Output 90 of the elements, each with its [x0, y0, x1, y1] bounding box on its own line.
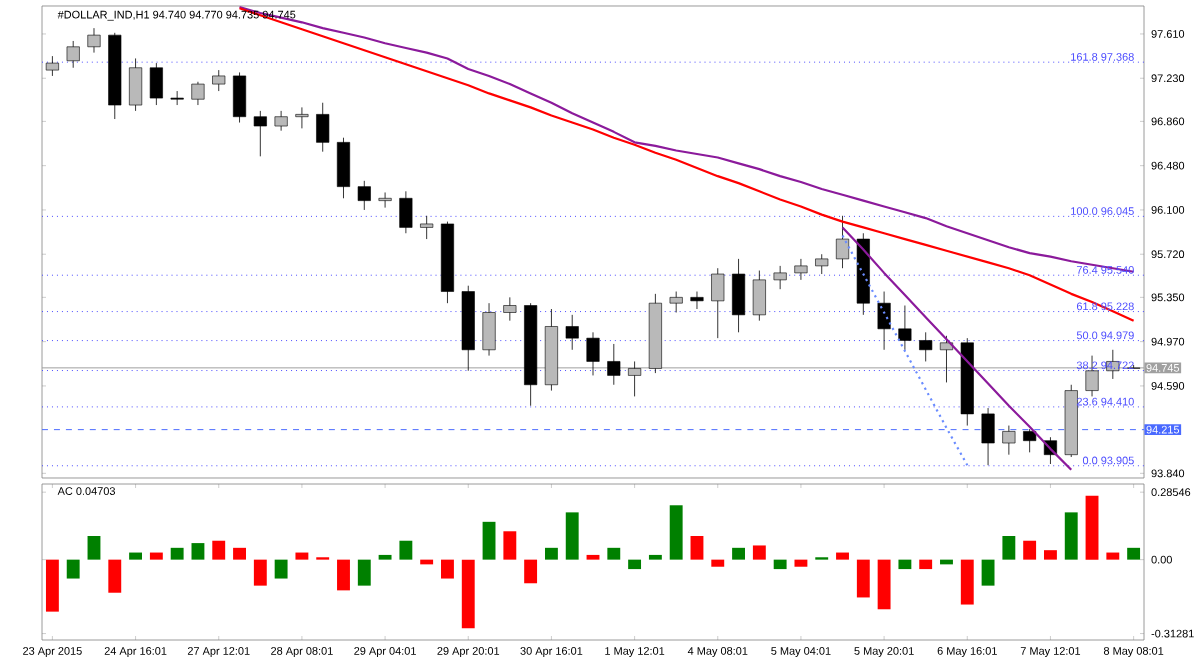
candlestick — [336, 137, 351, 199]
bar — [399, 540, 413, 560]
bar — [836, 552, 849, 560]
bar — [191, 543, 205, 560]
bar — [170, 547, 184, 560]
bar — [960, 559, 974, 605]
bar — [87, 536, 101, 560]
bar — [295, 552, 309, 560]
candlestick — [752, 270, 766, 322]
bar — [919, 559, 933, 570]
bar — [1044, 550, 1057, 560]
bar — [45, 559, 59, 612]
bar — [648, 554, 662, 560]
bar — [1106, 552, 1120, 560]
bar — [565, 512, 579, 560]
bar — [1023, 540, 1037, 560]
bar — [66, 559, 80, 579]
candlestick — [357, 180, 371, 211]
candlestick — [482, 302, 496, 357]
candlestick — [191, 81, 205, 106]
bar — [752, 545, 766, 560]
bar — [503, 531, 517, 560]
candlestick — [66, 40, 80, 69]
bar — [586, 554, 600, 560]
bar — [607, 547, 621, 560]
candlestick — [87, 27, 101, 54]
bar — [794, 559, 808, 567]
bar — [732, 547, 745, 560]
bar — [711, 559, 725, 567]
bar — [253, 559, 267, 586]
candlestick — [669, 291, 683, 313]
bar — [441, 559, 454, 579]
candlestick — [170, 90, 184, 106]
bar — [461, 559, 475, 629]
bar — [1127, 547, 1141, 560]
bar — [482, 521, 496, 560]
candlestick — [711, 267, 725, 339]
candlestick — [295, 106, 309, 129]
candlestick — [815, 253, 829, 275]
candlestick — [253, 110, 267, 157]
candlestick — [607, 343, 621, 386]
candlestick — [420, 215, 434, 240]
candlestick — [45, 55, 59, 77]
candlestick — [835, 215, 850, 269]
bar — [524, 559, 538, 584]
bar — [898, 559, 912, 570]
candlestick — [919, 331, 933, 362]
candlestick — [149, 62, 163, 106]
candlestick — [1002, 425, 1016, 456]
candlestick — [274, 110, 288, 132]
bar — [981, 559, 995, 586]
bar — [149, 552, 163, 560]
candlestick — [877, 291, 891, 351]
candlestick — [1023, 428, 1037, 453]
candlestick — [232, 72, 247, 123]
candlestick — [316, 102, 330, 153]
bar — [1085, 495, 1099, 560]
bar — [856, 559, 870, 598]
candlestick — [129, 58, 143, 112]
candlestick — [586, 331, 600, 376]
bar — [669, 505, 683, 560]
candlestick — [732, 258, 746, 333]
bar — [233, 547, 246, 560]
candlestick — [565, 314, 579, 351]
bar — [357, 559, 371, 586]
candlestick — [378, 192, 392, 209]
candlestick — [212, 69, 226, 92]
bar — [212, 540, 226, 560]
bar — [773, 559, 787, 570]
bar — [129, 552, 143, 560]
candlestick — [939, 335, 954, 383]
bar — [274, 559, 288, 579]
bar — [690, 536, 704, 560]
bar — [628, 559, 642, 570]
candlestick — [898, 305, 912, 351]
line-series — [841, 234, 969, 467]
candlestick — [503, 296, 517, 322]
candlestick — [628, 361, 642, 397]
candlestick — [399, 190, 413, 234]
bar — [1064, 512, 1078, 560]
bar — [378, 554, 392, 560]
candlestick — [690, 291, 704, 310]
candlestick — [981, 407, 995, 466]
candlestick — [794, 258, 808, 281]
bar — [544, 547, 558, 560]
bar — [108, 559, 122, 593]
bar — [877, 559, 891, 610]
bar — [1002, 536, 1016, 560]
candlestick — [773, 265, 787, 290]
bar — [337, 559, 350, 591]
